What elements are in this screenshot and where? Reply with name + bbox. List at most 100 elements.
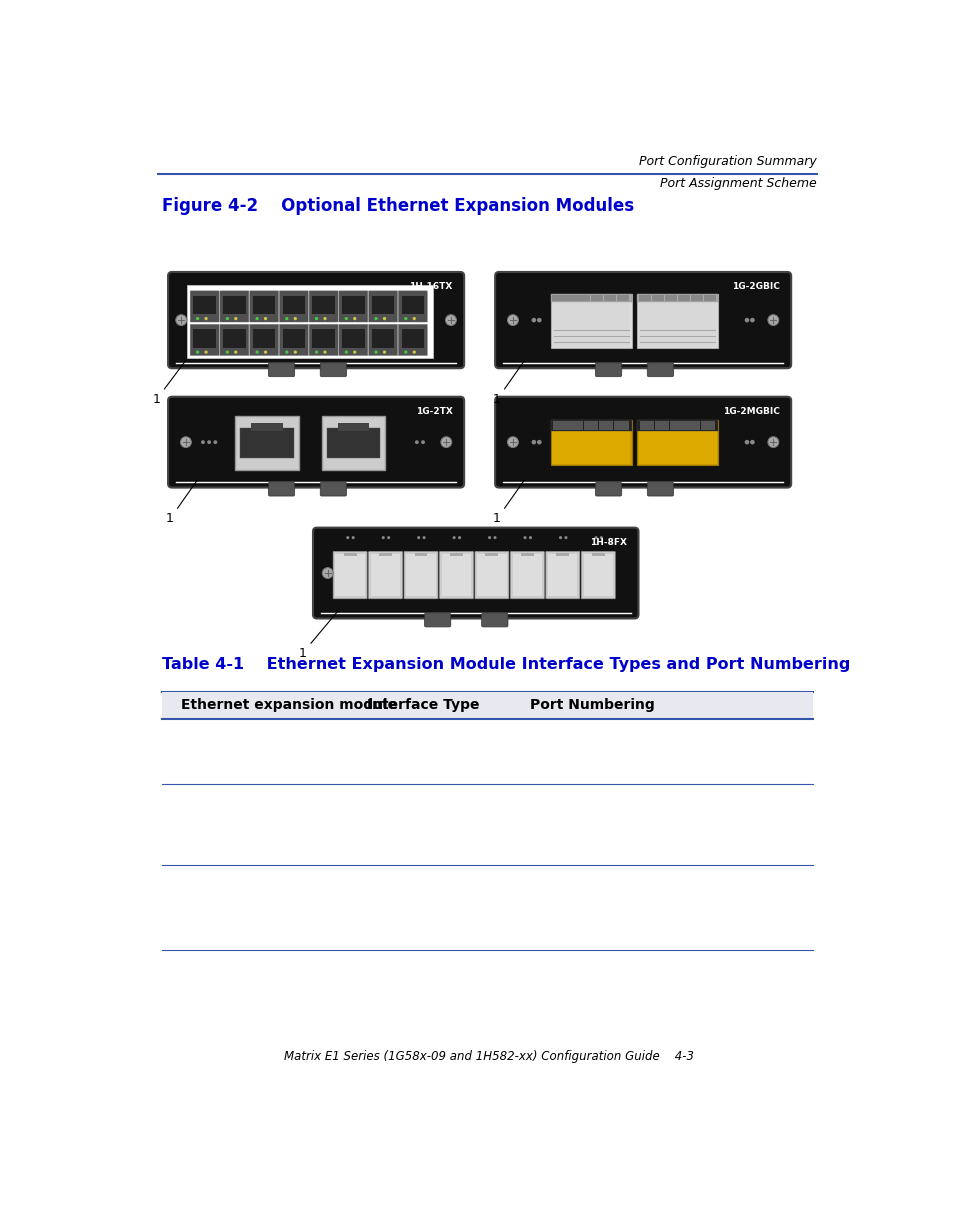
FancyBboxPatch shape bbox=[510, 551, 544, 599]
Circle shape bbox=[537, 318, 541, 323]
Circle shape bbox=[345, 351, 347, 353]
Bar bbox=[321, 416, 385, 470]
Circle shape bbox=[387, 536, 390, 539]
Bar bbox=[700, 421, 714, 431]
Bar bbox=[372, 296, 394, 314]
Bar bbox=[578, 294, 590, 301]
Circle shape bbox=[324, 318, 326, 319]
FancyBboxPatch shape bbox=[398, 291, 427, 321]
Circle shape bbox=[180, 437, 192, 448]
Circle shape bbox=[404, 351, 406, 353]
Circle shape bbox=[205, 318, 207, 319]
FancyBboxPatch shape bbox=[268, 482, 294, 496]
FancyBboxPatch shape bbox=[168, 396, 464, 487]
Circle shape bbox=[452, 536, 456, 539]
Bar bbox=[556, 553, 569, 556]
FancyBboxPatch shape bbox=[368, 324, 397, 356]
FancyBboxPatch shape bbox=[404, 551, 437, 599]
Bar bbox=[552, 421, 629, 464]
Bar bbox=[550, 420, 631, 465]
Bar bbox=[415, 553, 427, 556]
Circle shape bbox=[416, 536, 420, 539]
Bar bbox=[512, 553, 541, 596]
Circle shape bbox=[322, 568, 333, 578]
Circle shape bbox=[493, 536, 497, 539]
Circle shape bbox=[599, 536, 602, 539]
Bar bbox=[690, 294, 702, 301]
Bar bbox=[598, 421, 613, 431]
Bar bbox=[552, 294, 564, 301]
Bar bbox=[655, 421, 669, 431]
FancyBboxPatch shape bbox=[424, 614, 451, 627]
Text: 1: 1 bbox=[166, 512, 173, 525]
Text: 1: 1 bbox=[298, 647, 307, 660]
Bar bbox=[282, 329, 305, 347]
Circle shape bbox=[354, 351, 355, 353]
Bar bbox=[223, 329, 246, 347]
Circle shape bbox=[531, 318, 536, 323]
Circle shape bbox=[234, 318, 236, 319]
Bar bbox=[327, 428, 380, 458]
FancyBboxPatch shape bbox=[333, 551, 367, 599]
Bar bbox=[552, 303, 629, 347]
Text: 1G-2GBIC: 1G-2GBIC bbox=[731, 282, 779, 291]
Bar bbox=[342, 329, 364, 347]
Text: 1H-8FX: 1H-8FX bbox=[589, 537, 626, 547]
Bar bbox=[651, 294, 663, 301]
Text: 1: 1 bbox=[492, 393, 500, 406]
Bar bbox=[342, 296, 364, 314]
FancyBboxPatch shape bbox=[495, 272, 790, 368]
Bar bbox=[235, 416, 298, 470]
FancyBboxPatch shape bbox=[190, 324, 219, 356]
Bar bbox=[223, 296, 246, 314]
Circle shape bbox=[749, 318, 754, 323]
Bar bbox=[677, 294, 689, 301]
FancyBboxPatch shape bbox=[220, 291, 249, 321]
Bar bbox=[476, 553, 506, 596]
Bar bbox=[550, 293, 631, 348]
Bar bbox=[617, 294, 629, 301]
Circle shape bbox=[383, 351, 385, 353]
Circle shape bbox=[213, 440, 217, 444]
Bar bbox=[703, 294, 715, 301]
Bar bbox=[450, 553, 462, 556]
Text: Port Configuration Summary: Port Configuration Summary bbox=[639, 155, 816, 168]
Circle shape bbox=[594, 536, 597, 539]
Bar bbox=[684, 421, 700, 431]
FancyBboxPatch shape bbox=[646, 363, 673, 377]
Bar bbox=[639, 303, 716, 347]
FancyBboxPatch shape bbox=[398, 324, 427, 356]
Bar bbox=[441, 553, 471, 596]
Circle shape bbox=[523, 536, 526, 539]
Circle shape bbox=[375, 351, 376, 353]
Circle shape bbox=[207, 440, 211, 444]
Circle shape bbox=[375, 318, 376, 319]
FancyBboxPatch shape bbox=[309, 291, 337, 321]
Bar bbox=[583, 421, 598, 431]
Bar bbox=[639, 421, 654, 431]
Circle shape bbox=[354, 318, 355, 319]
Bar bbox=[639, 294, 650, 301]
Text: Interface Type: Interface Type bbox=[367, 698, 479, 712]
FancyBboxPatch shape bbox=[250, 291, 278, 321]
Circle shape bbox=[175, 314, 187, 325]
Circle shape bbox=[457, 536, 460, 539]
Bar bbox=[162, 692, 812, 719]
Bar bbox=[335, 553, 364, 596]
Circle shape bbox=[264, 351, 266, 353]
Bar bbox=[637, 293, 718, 302]
Bar bbox=[520, 553, 534, 556]
Circle shape bbox=[537, 439, 541, 444]
FancyBboxPatch shape bbox=[320, 363, 346, 377]
Text: 1: 1 bbox=[492, 512, 500, 525]
Bar bbox=[591, 294, 603, 301]
Circle shape bbox=[226, 351, 228, 353]
Circle shape bbox=[413, 318, 415, 319]
FancyBboxPatch shape bbox=[338, 291, 368, 321]
FancyBboxPatch shape bbox=[279, 324, 308, 356]
FancyBboxPatch shape bbox=[320, 482, 346, 496]
Bar bbox=[639, 421, 716, 464]
Circle shape bbox=[528, 536, 532, 539]
Bar bbox=[614, 421, 628, 431]
Bar bbox=[406, 553, 436, 596]
